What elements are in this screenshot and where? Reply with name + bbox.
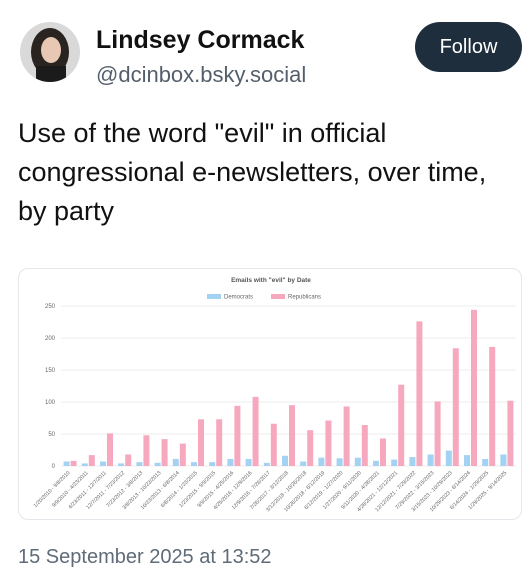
- bar: [191, 462, 197, 466]
- bar: [471, 309, 477, 466]
- bar: [282, 455, 288, 466]
- bar: [507, 400, 514, 466]
- bar: [318, 457, 325, 466]
- bar: [391, 459, 398, 466]
- y-tick-label: 50: [48, 432, 55, 438]
- legend-label: Democrats: [224, 295, 253, 301]
- bar: [489, 346, 496, 466]
- bar: [172, 458, 179, 466]
- bar: [354, 457, 361, 466]
- bar: [325, 420, 332, 466]
- y-tick-label: 0: [52, 464, 56, 470]
- avatar[interactable]: [20, 22, 80, 82]
- bar: [409, 457, 416, 466]
- legend-swatch: [207, 294, 221, 299]
- author-handle[interactable]: @dcinbox.bsky.social: [96, 62, 307, 87]
- bar: [81, 463, 88, 466]
- bar: [234, 405, 241, 466]
- bar: [198, 419, 204, 466]
- y-tick-label: 150: [45, 368, 56, 374]
- bar: [434, 401, 441, 466]
- bar: [227, 458, 234, 466]
- bar: [179, 443, 186, 466]
- bar: [398, 384, 405, 466]
- bar: [107, 433, 113, 466]
- bar: [70, 460, 77, 466]
- bar: [100, 461, 106, 466]
- bar: [464, 455, 470, 466]
- bar: [289, 405, 295, 466]
- bar: [245, 458, 252, 466]
- bar: [373, 460, 379, 466]
- bar: [263, 462, 270, 466]
- bar: [427, 454, 434, 466]
- post-text: Use of the word "evil" in official congr…: [18, 118, 487, 226]
- timestamp: 15 September 2025 at 13:52: [18, 546, 272, 568]
- legend-swatch: [271, 294, 285, 299]
- chart-title: Emails with "evil" by Date: [231, 277, 311, 284]
- y-tick-label: 100: [45, 400, 56, 406]
- bar: [252, 396, 259, 466]
- bar: [125, 454, 132, 466]
- y-tick-label: 250: [45, 304, 56, 310]
- bar: [118, 463, 125, 466]
- bar: [136, 462, 143, 466]
- bar: [416, 321, 423, 466]
- bar: [307, 430, 314, 466]
- bar: [88, 455, 95, 466]
- bar: [380, 438, 386, 466]
- legend-label: Republicans: [288, 295, 321, 301]
- bar: [154, 462, 161, 466]
- chart: Emails with "evil" by Date Democrats Repu…: [33, 277, 516, 513]
- y-tick-label: 200: [45, 336, 56, 342]
- bar: [452, 348, 459, 466]
- bar: [300, 461, 307, 466]
- bar: [161, 439, 168, 466]
- bar: [500, 454, 507, 466]
- bar: [216, 419, 223, 466]
- follow-button[interactable]: Follow: [415, 22, 522, 72]
- author-name[interactable]: Lindsey Cormack: [96, 26, 305, 54]
- bar: [270, 423, 277, 466]
- bar: [143, 435, 150, 466]
- bar: [336, 458, 343, 466]
- bar: [63, 461, 70, 466]
- bar: [482, 458, 489, 466]
- bar: [343, 406, 350, 466]
- bar: [445, 450, 452, 466]
- bar: [209, 462, 216, 466]
- chart-card[interactable]: Emails with "evil" by Date Democrats Repu…: [18, 268, 522, 520]
- bar: [361, 425, 368, 466]
